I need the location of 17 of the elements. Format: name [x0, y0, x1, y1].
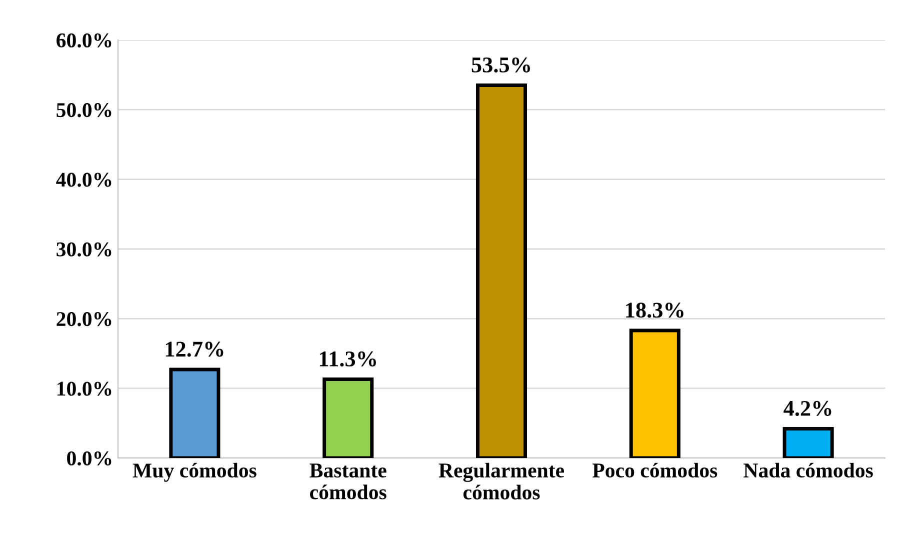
- y-tick-label: 0.0%: [67, 451, 112, 466]
- y-tick-label: 10.0%: [58, 382, 112, 396]
- x-tick-label: Regularmente cómodos: [438, 462, 564, 500]
- x-tick-label: Bastante cómodos: [310, 464, 386, 500]
- data-label: 12.7%: [166, 342, 224, 357]
- x-tick-label: Muy cómodos: [132, 462, 256, 482]
- x-tick-label: Nada cómodos: [744, 462, 873, 478]
- data-label: 11.3%: [320, 351, 376, 367]
- y-tick-label: 30.0%: [56, 242, 112, 257]
- data-label: 4.2%: [784, 400, 832, 416]
- x-tick-label: Poco cómodos: [592, 462, 718, 478]
- y-tick-label: 60.0%: [56, 33, 112, 48]
- data-label: 18.3%: [626, 302, 684, 318]
- y-tick-label: 40.0%: [56, 172, 112, 187]
- data-label: 53.5%: [472, 57, 530, 73]
- y-tick-label: 50.0%: [56, 103, 112, 118]
- y-tick-label: 20.0%: [56, 312, 112, 326]
